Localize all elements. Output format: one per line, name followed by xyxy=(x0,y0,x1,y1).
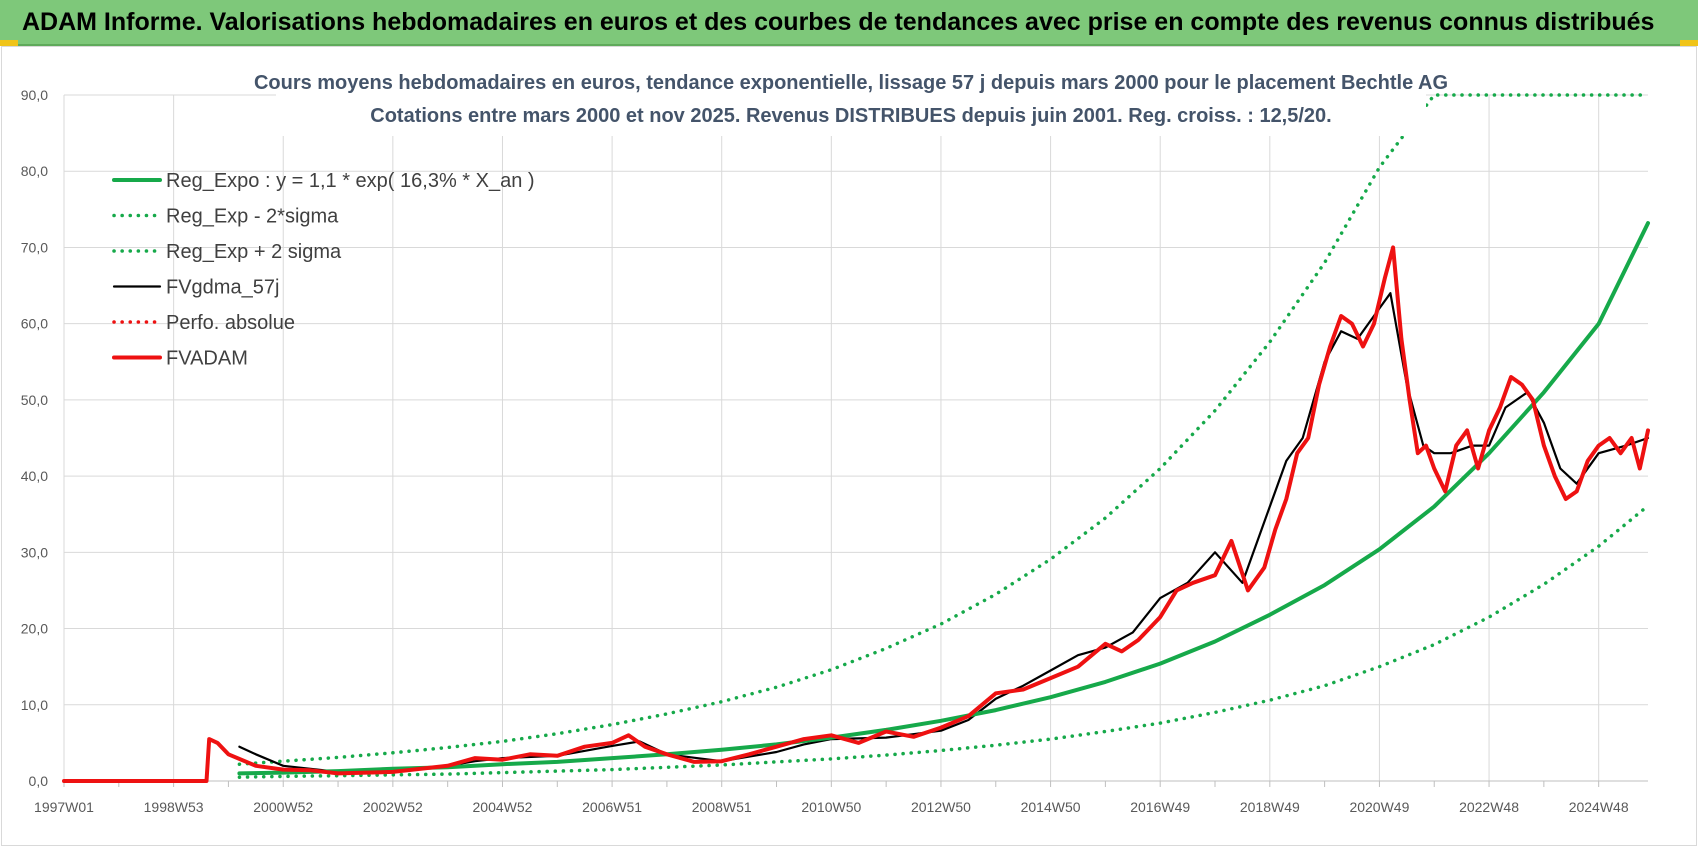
chart-title: Cours moyens hebdomadaires en euros, ten… xyxy=(254,72,1448,94)
y-tick-label: 80,0 xyxy=(21,163,48,179)
x-tick-label: 2014W50 xyxy=(1021,799,1081,815)
y-tick-label: 40,0 xyxy=(21,468,48,484)
y-tick-label: 60,0 xyxy=(21,316,48,332)
x-tick-label: 2018W49 xyxy=(1240,799,1300,815)
series-line-1 xyxy=(237,504,1650,779)
report-title: ADAM Informe. Valorisations hebdomadaire… xyxy=(22,8,1655,36)
x-tick-label: 2008W51 xyxy=(692,799,752,815)
x-tick-label: 2016W49 xyxy=(1130,799,1190,815)
chart-legend: Reg_Expo : y = 1,1 * exp( 16,3% * X_an )… xyxy=(112,170,535,370)
x-tick-label: 2002W52 xyxy=(363,799,423,815)
chart-subtitle: Cotations entre mars 2000 et nov 2025. R… xyxy=(370,105,1331,127)
banner-corner-right xyxy=(1680,40,1698,46)
banner-corner-left xyxy=(0,40,18,46)
x-tick-label: 2012W50 xyxy=(911,799,971,815)
plot-area xyxy=(62,93,1650,783)
x-axis: 1997W01 1998W53 2000W52 2002W52 2004W52 2006W… xyxy=(34,780,1648,815)
series-line-2 xyxy=(237,93,1650,766)
y-tick-label: 70,0 xyxy=(21,239,48,255)
x-tick-label: 2006W51 xyxy=(582,799,642,815)
y-tick-label: 20,0 xyxy=(21,621,48,637)
x-tick-label: 1997W01 xyxy=(34,799,94,815)
chart: 0,010,020,030,040,050,060,070,080,090,0 … xyxy=(21,64,1650,815)
x-tick-label: 1998W53 xyxy=(144,799,204,815)
y-tick-label: 30,0 xyxy=(21,544,48,560)
legend-label: Reg_Expo : y = 1,1 * exp( 16,3% * X_an ) xyxy=(166,170,535,192)
report-banner: ADAM Informe. Valorisations hebdomadaire… xyxy=(0,0,1698,46)
x-tick-label: 2000W52 xyxy=(253,799,313,815)
chart-title-background xyxy=(276,64,1426,136)
y-tick-label: 0,0 xyxy=(29,773,49,789)
series-line-5 xyxy=(62,245,1650,783)
x-tick-label: 2024W48 xyxy=(1569,799,1629,815)
x-tick-label: 2004W52 xyxy=(473,799,533,815)
legend-label: Reg_Exp + 2 sigma xyxy=(166,241,342,263)
series-line-0 xyxy=(237,221,1650,776)
legend-label: FVgdma_57j xyxy=(166,277,279,299)
x-tick-label: 2010W50 xyxy=(801,799,861,815)
chart-grid xyxy=(63,94,1648,782)
legend-label: Reg_Exp - 2*sigma xyxy=(166,206,339,228)
y-tick-label: 10,0 xyxy=(21,697,48,713)
y-tick-label: 50,0 xyxy=(21,392,48,408)
series-line-3 xyxy=(238,292,1650,774)
y-tick-label: 90,0 xyxy=(21,87,48,103)
x-tick-label: 2020W49 xyxy=(1349,799,1409,815)
legend-label: FVADAM xyxy=(166,348,248,370)
x-tick-label: 2022W48 xyxy=(1459,799,1519,815)
legend-label: Perfo. absolue xyxy=(166,312,295,334)
y-axis: 0,0 10,0 20,0 30,0 40,0 50,0 60,0 70,0 80,0 90,0 xyxy=(21,87,48,789)
